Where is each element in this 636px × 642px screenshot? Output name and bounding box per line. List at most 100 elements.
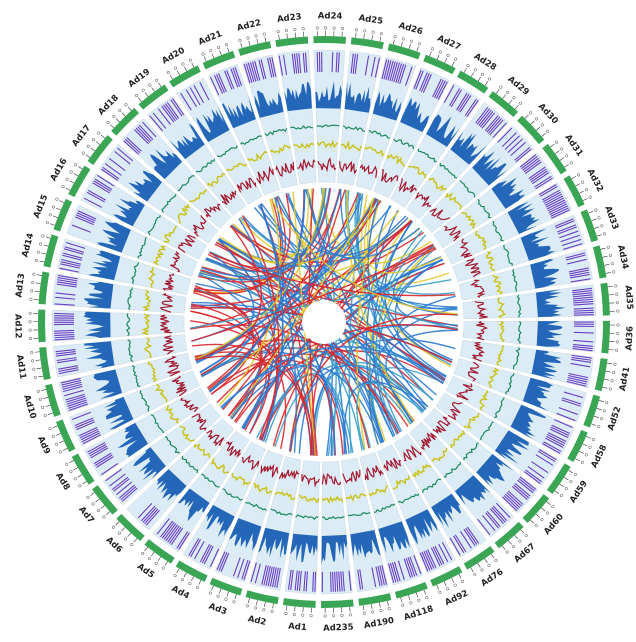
tick-label	[135, 94, 138, 97]
tick-mark	[601, 248, 606, 249]
tick-label	[603, 232, 606, 235]
tick-label	[555, 141, 558, 144]
tick-mark	[430, 52, 432, 57]
tick-label	[418, 43, 421, 46]
tick-mark	[604, 264, 609, 265]
tick-mark	[515, 535, 518, 539]
tick-mark	[550, 144, 554, 147]
tick-label	[246, 605, 249, 608]
tick-label	[372, 31, 375, 34]
tick-mark	[184, 67, 186, 71]
chromosome-label: Ad27	[436, 34, 463, 53]
tick-label	[380, 609, 383, 612]
tick-label	[29, 337, 32, 340]
tick-mark	[122, 527, 125, 531]
karyotype-band	[275, 36, 308, 47]
chromosome-label: Ad92	[444, 588, 470, 608]
tick-label	[519, 540, 522, 543]
tick-mark	[35, 291, 40, 292]
tick-mark	[41, 253, 46, 254]
tick-mark	[219, 589, 221, 594]
chromosome-label: Ad6	[104, 535, 124, 555]
tick-mark	[63, 448, 67, 450]
density-bar	[331, 572, 332, 592]
tick-label	[162, 567, 165, 570]
tick-mark	[295, 607, 296, 612]
density-bar	[574, 312, 594, 313]
tick-mark	[256, 600, 257, 605]
tick-mark	[379, 603, 380, 608]
tick-label	[617, 324, 620, 327]
chromosome-label: Ad60	[542, 512, 566, 537]
tick-label	[552, 505, 555, 508]
tick-label	[447, 54, 450, 57]
tick-mark	[491, 554, 494, 558]
tick-label	[103, 516, 106, 519]
chromosome-label: Ad19	[127, 67, 153, 90]
tick-label	[149, 84, 152, 87]
tick-mark	[542, 133, 546, 136]
tick-mark	[572, 176, 576, 179]
tick-label	[467, 64, 470, 67]
tick-label	[611, 262, 614, 265]
tick-mark	[145, 93, 148, 97]
karyotype-band	[246, 590, 279, 604]
tick-label	[355, 29, 358, 32]
chromosome-label: Ad16	[49, 157, 70, 183]
tick-mark	[575, 458, 579, 460]
tick-mark	[264, 602, 265, 607]
tick-mark	[56, 208, 61, 210]
chromosome-label: Ad1	[288, 622, 307, 634]
tick-label	[560, 494, 563, 497]
tick-label	[565, 487, 568, 490]
tick-mark	[607, 363, 612, 364]
tick-label	[616, 341, 619, 344]
chromosome-label: Ad30	[536, 102, 560, 127]
tick-label	[394, 35, 397, 38]
tick-mark	[569, 470, 573, 473]
tick-mark	[459, 574, 461, 578]
tick-mark	[101, 135, 105, 138]
tick-label	[217, 46, 220, 49]
tick-mark	[184, 573, 186, 577]
tick-mark	[521, 530, 524, 534]
tick-label	[589, 196, 592, 199]
chromosome-label: Ad33	[602, 205, 620, 232]
tick-mark	[70, 181, 74, 183]
tick-label	[616, 332, 619, 335]
tick-mark	[287, 33, 288, 38]
tick-label	[225, 598, 228, 601]
tick-label	[182, 63, 185, 66]
tick-label	[500, 86, 503, 89]
tick-mark	[547, 502, 551, 505]
tick-label	[263, 608, 266, 611]
tick-label	[74, 477, 77, 480]
chromosome-label: Ad235	[323, 622, 354, 633]
tick-mark	[560, 484, 564, 487]
tick-mark	[603, 256, 608, 257]
tick-label	[425, 596, 428, 599]
tick-mark	[541, 508, 545, 511]
tick-mark	[597, 235, 602, 237]
tick-label	[519, 102, 522, 105]
tick-label	[148, 557, 151, 560]
tick-label	[29, 329, 32, 332]
tick-label	[49, 213, 52, 216]
chromosome-label: Ad58	[590, 443, 610, 469]
tick-mark	[53, 216, 58, 218]
tick-mark	[594, 227, 599, 229]
tick-mark	[128, 533, 131, 537]
tick-label	[34, 376, 37, 379]
tick-label	[439, 51, 442, 54]
chromosome-label: Ad3	[207, 602, 228, 618]
tick-label	[30, 290, 33, 293]
tick-mark	[408, 595, 409, 600]
chromosome-label: Ad5	[135, 562, 156, 581]
tick-mark	[594, 416, 599, 418]
tick-label	[616, 310, 619, 313]
tick-mark	[110, 125, 114, 128]
tick-mark	[416, 593, 418, 598]
tick-label	[439, 591, 442, 594]
tick-label	[612, 371, 615, 374]
chromosome-label: Ad36	[624, 326, 635, 351]
